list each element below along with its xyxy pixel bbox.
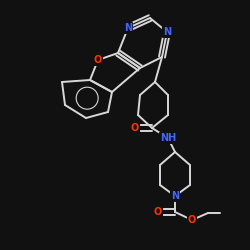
Text: N: N — [171, 191, 179, 201]
Text: O: O — [188, 215, 196, 225]
Text: N: N — [124, 23, 132, 33]
Text: O: O — [131, 123, 139, 133]
Text: O: O — [154, 207, 162, 217]
Text: NH: NH — [160, 133, 176, 143]
Text: N: N — [163, 27, 171, 37]
Text: O: O — [94, 55, 102, 65]
